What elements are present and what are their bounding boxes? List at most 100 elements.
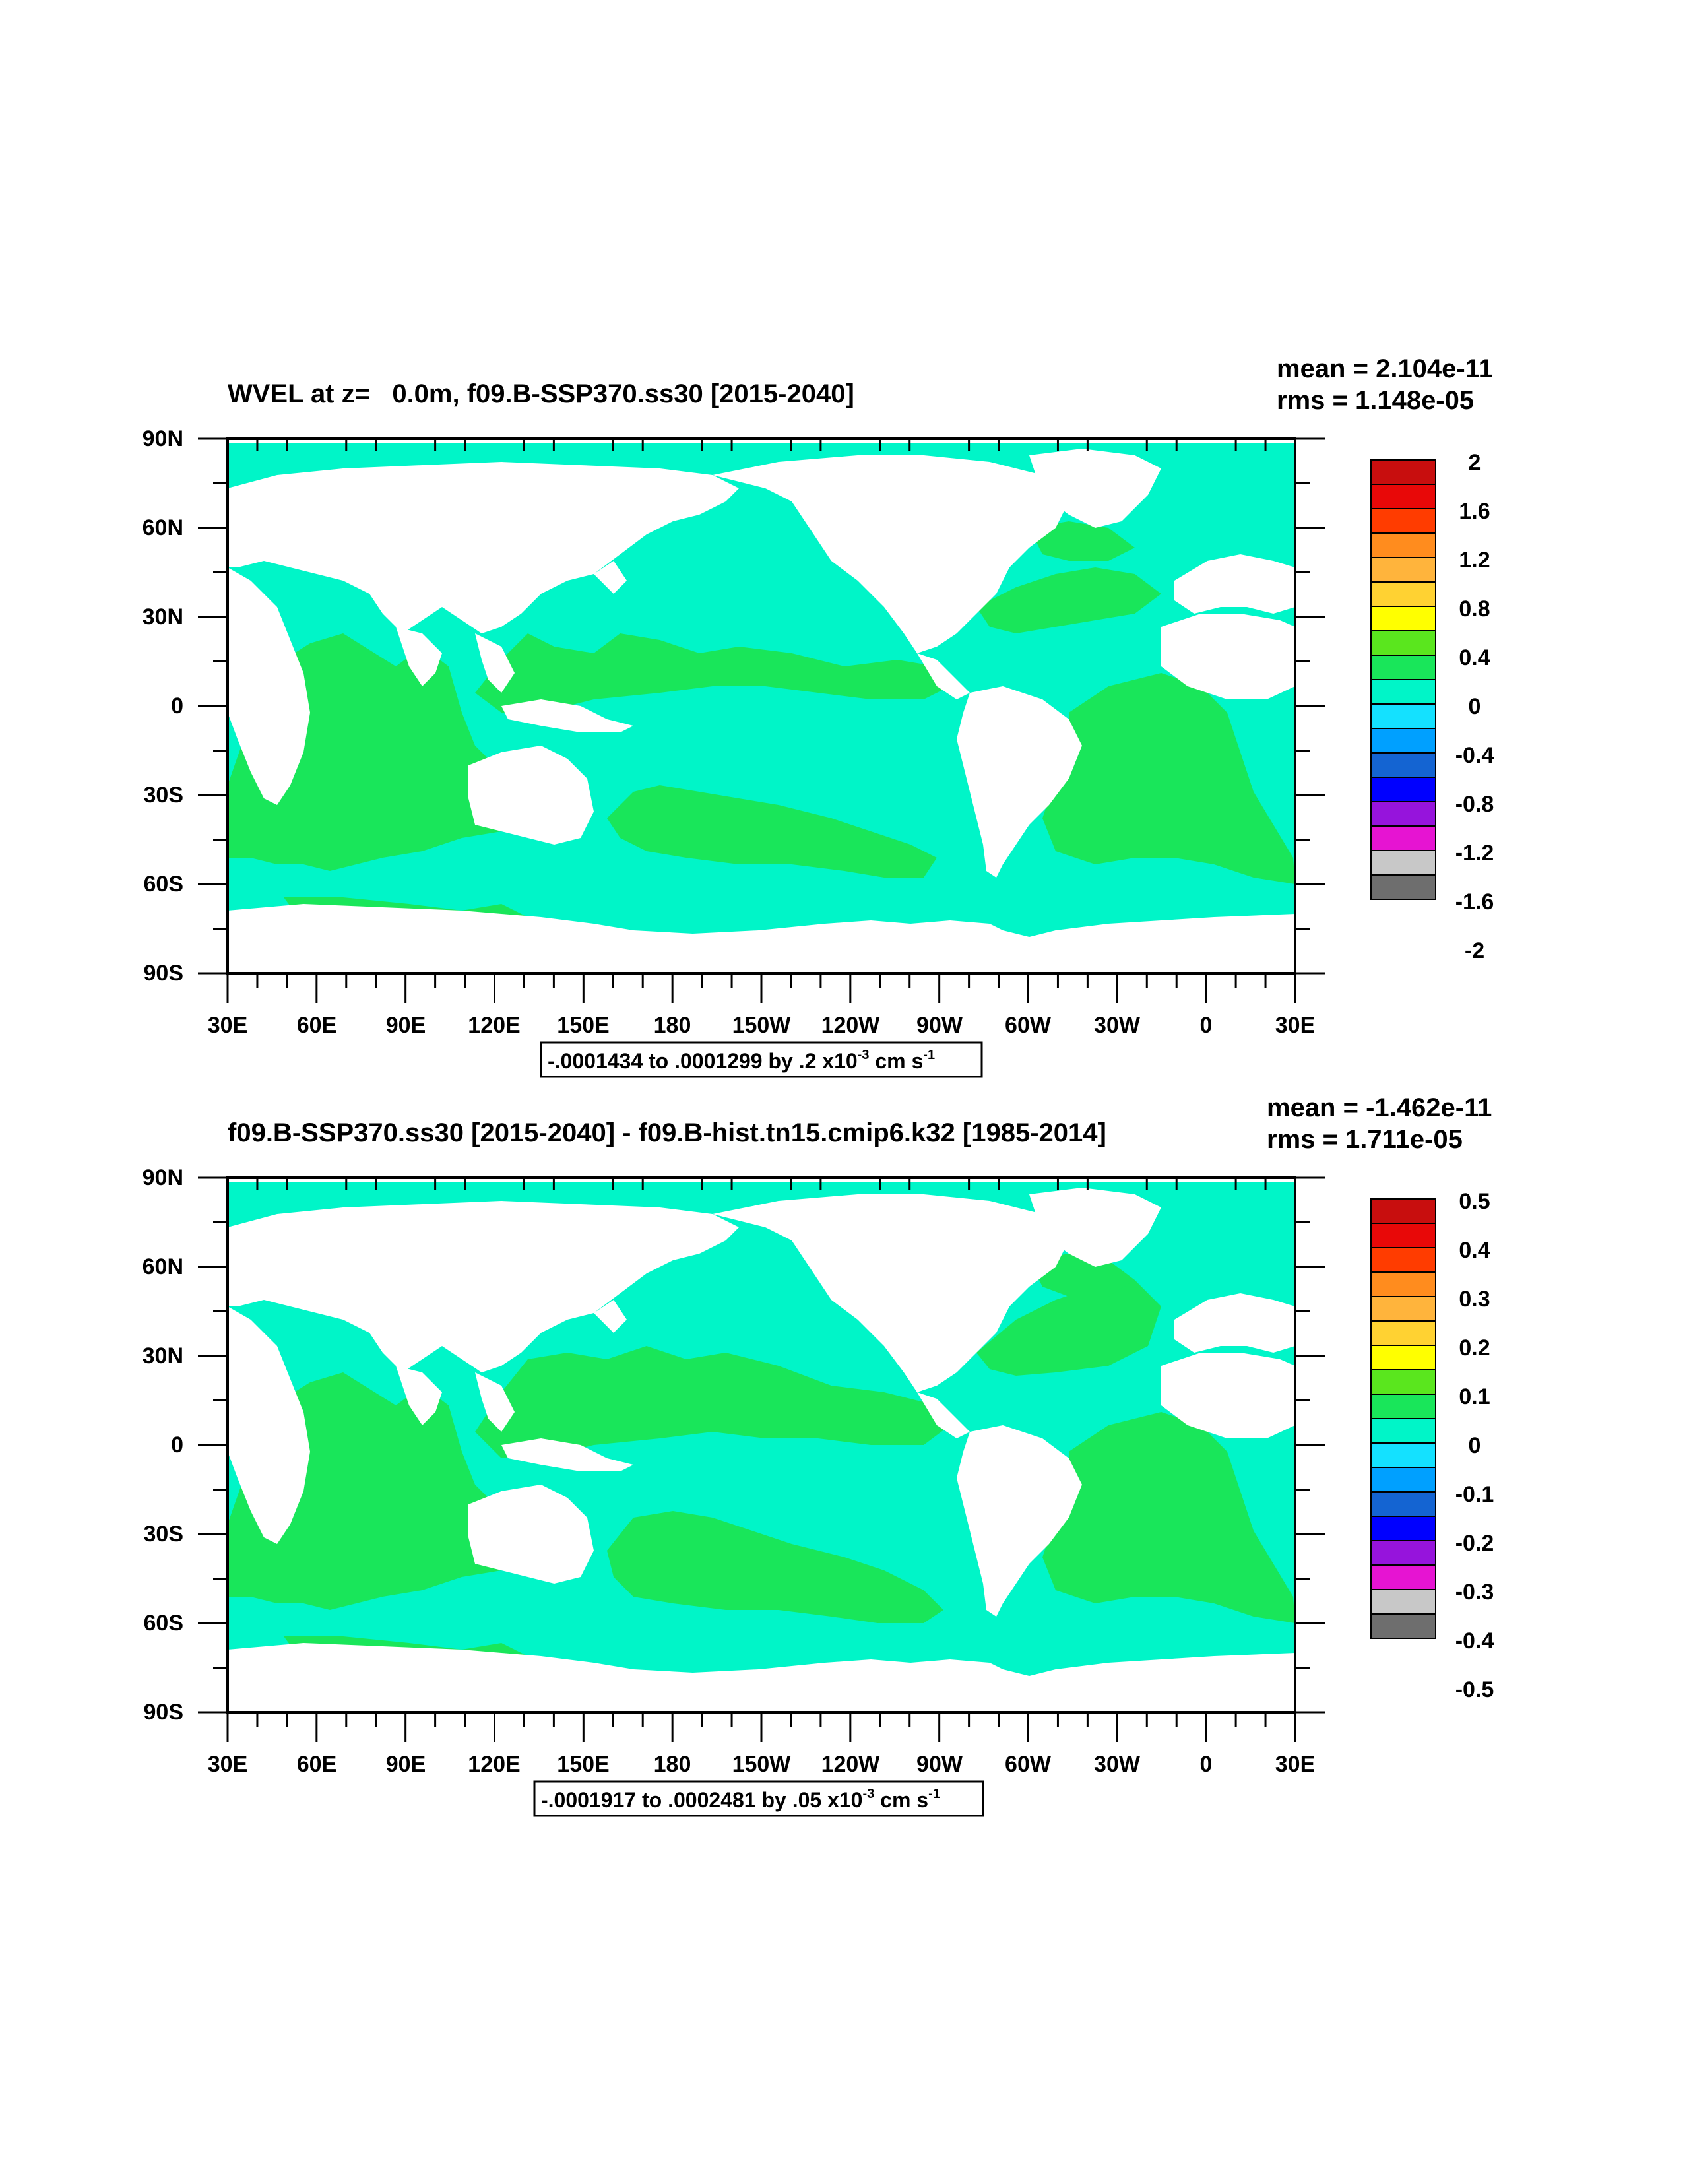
colorbar-label: -0.5 (1455, 1677, 1494, 1702)
panel-bottom: f09.B-SSP370.ss30 [2015-2040] - f09.B-hi… (143, 1093, 1494, 1817)
colorbar-box (1370, 1589, 1436, 1615)
colorbar-box (1370, 777, 1436, 802)
units: cm s (874, 1788, 928, 1812)
lon-label: 150W (732, 1752, 792, 1777)
colorbar-labels: 2 1.6 1.2 0.8 0.4 0 -0.4 -0.8 -1.2 -1.6 … (1455, 450, 1494, 963)
lon-label: 30W (1094, 1752, 1141, 1777)
lat-label: 60S (144, 1611, 184, 1636)
colorbar-box (1370, 1271, 1436, 1297)
colorbar-label: -1.2 (1455, 841, 1494, 866)
lat-label: 0 (171, 1432, 183, 1458)
mean-stat: mean = 2.104e-11 (1277, 354, 1493, 383)
colorbar-box (1370, 1613, 1436, 1639)
colorbar (1370, 1198, 1436, 1639)
lat-label: 30S (144, 1522, 184, 1547)
colorbar-label: 0.2 (1459, 1335, 1490, 1361)
lon-label: 180 (654, 1752, 691, 1777)
lat-label: 30S (144, 783, 184, 808)
colorbar-box (1370, 484, 1436, 509)
colorbar-label: -0.1 (1455, 1482, 1494, 1507)
rms-stat: rms = 1.148e-05 (1277, 386, 1474, 415)
lat-label: 90N (143, 1165, 183, 1190)
colorbar-label: -0.2 (1455, 1531, 1494, 1556)
lat-label: 30N (143, 604, 183, 629)
colorbar-label: 0.4 (1459, 1238, 1490, 1263)
lon-label: 30E (1275, 1013, 1316, 1038)
colorbar-label: -0.3 (1455, 1580, 1494, 1605)
colorbar-box (1370, 1247, 1436, 1273)
lon-label: 30W (1094, 1013, 1141, 1038)
colorbar-box (1370, 1467, 1436, 1493)
exponent: -3 (858, 1048, 870, 1062)
lat-label: 60N (143, 1254, 183, 1279)
units: cm s (869, 1049, 923, 1073)
rms-stat: rms = 1.711e-05 (1267, 1125, 1463, 1154)
lat-axis-labels: 90N 60N 30N 0 30S 60S 90S (143, 1165, 183, 1725)
colorbar-labels: 0.5 0.4 0.3 0.2 0.1 0 -0.1 -0.2 -0.3 -0.… (1455, 1189, 1494, 1702)
colorbar-box (1370, 1320, 1436, 1346)
unit-exponent: -1 (923, 1048, 935, 1062)
contour-info-box: -.0001434 to .0001299 by .2 x10-3 cm s-1 (540, 1041, 983, 1078)
contour-range: -.0001917 to .0002481 by .05 x10 (541, 1788, 862, 1812)
colorbar-box (1370, 1418, 1436, 1444)
lat-ticks (198, 1176, 1325, 1714)
lat-label: 30N (143, 1343, 183, 1368)
colorbar-box (1370, 606, 1436, 631)
colorbar-label: -0.4 (1455, 1628, 1494, 1654)
colorbar-box (1370, 728, 1436, 754)
colorbar-box (1370, 1442, 1436, 1468)
colorbar-box (1370, 508, 1436, 534)
colorbar-box (1370, 874, 1436, 900)
contour-info-box: -.0001917 to .0002481 by .05 x10-3 cm s-… (533, 1780, 984, 1817)
colorbar-label: -0.4 (1455, 743, 1494, 768)
lon-label: 30E (1275, 1752, 1316, 1777)
colorbar-box (1370, 532, 1436, 558)
colorbar-box (1370, 1564, 1436, 1590)
lon-axis-labels: 30E 60E 90E 120E 150E 180 150W 120W 90W … (208, 1752, 1316, 1777)
lat-label: 90S (144, 1700, 184, 1725)
colorbar-label: 0 (1469, 694, 1481, 719)
colorbar-box (1370, 1198, 1436, 1224)
land-mask (228, 1178, 1295, 1712)
contour-range: -.0001434 to .0001299 by .2 x10 (548, 1049, 858, 1073)
colorbar (1370, 459, 1436, 900)
map-plot (198, 1176, 1325, 1742)
lon-axis-labels: 30E 60E 90E 120E 150E 180 150W 120W 90W … (208, 1013, 1316, 1038)
colorbar-box (1370, 1540, 1436, 1566)
colorbar-label: -1.6 (1455, 889, 1494, 915)
colorbar-box (1370, 679, 1436, 705)
mean-stat: mean = -1.462e-11 (1267, 1093, 1492, 1122)
exponent: -3 (862, 1787, 874, 1801)
lat-label: 60S (144, 872, 184, 897)
lon-label: 0 (1200, 1013, 1213, 1038)
colorbar-label: 1.6 (1459, 499, 1490, 524)
colorbar-box (1370, 459, 1436, 485)
colorbar-box (1370, 752, 1436, 778)
colorbar-box (1370, 1491, 1436, 1517)
lon-label: 30E (208, 1752, 248, 1777)
colorbar-label: 0.4 (1459, 645, 1490, 670)
lon-ticks (226, 439, 1296, 1003)
lon-label: 90E (386, 1752, 426, 1777)
colorbar-box (1370, 1369, 1436, 1395)
lon-label: 90E (386, 1013, 426, 1038)
lat-label: 0 (171, 693, 183, 719)
lon-label: 60E (297, 1752, 337, 1777)
colorbar-box (1370, 801, 1436, 827)
colorbar-box (1370, 1223, 1436, 1248)
land-mask (228, 439, 1295, 973)
colorbar-box (1370, 655, 1436, 680)
colorbar-box (1370, 825, 1436, 851)
lon-ticks (226, 1178, 1296, 1742)
lon-label: 0 (1200, 1752, 1213, 1777)
colorbar-box (1370, 581, 1436, 607)
lon-label: 90W (916, 1752, 963, 1777)
colorbar-label: -0.8 (1455, 792, 1494, 817)
colorbar-box (1370, 557, 1436, 583)
lat-axis-labels: 90N 60N 30N 0 30S 60S 90S (143, 426, 183, 986)
colorbar-label: 0 (1469, 1433, 1481, 1458)
lon-label: 120W (821, 1013, 881, 1038)
lon-label: 120W (821, 1752, 881, 1777)
lat-label: 90N (143, 426, 183, 451)
